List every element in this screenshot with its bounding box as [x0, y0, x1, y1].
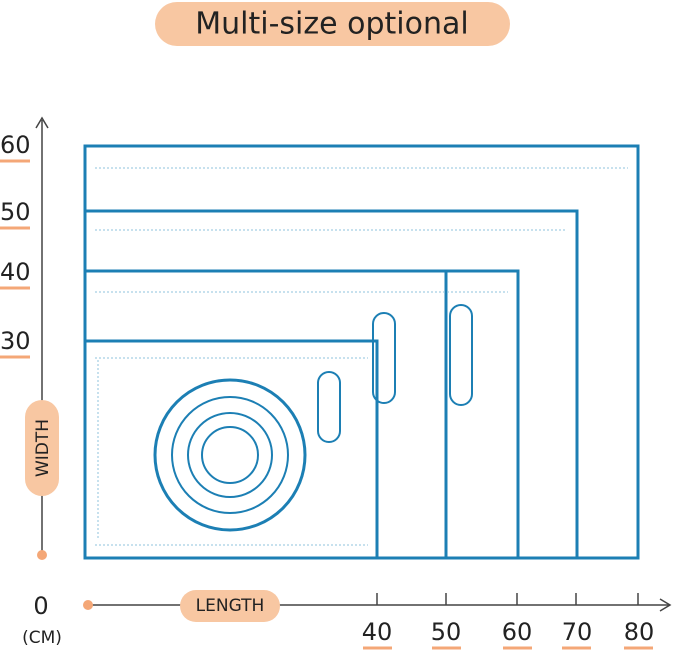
origin-label: 0 [33, 592, 48, 620]
axis-dot [37, 550, 47, 560]
length-pill [180, 590, 280, 622]
tick-label: 60 [0, 131, 31, 159]
tick-label: 50 [431, 618, 462, 646]
title: Multi-size optional [195, 7, 468, 42]
title-pill [155, 2, 510, 46]
width-label: WIDTH [33, 419, 53, 477]
tick-label: 30 [0, 327, 31, 355]
length-ticks: 40 50 60 70 80 [362, 618, 655, 650]
tick-label: 40 [362, 618, 393, 646]
mat-rulers [95, 167, 628, 546]
tick-label: 80 [624, 618, 655, 646]
width-pill [25, 400, 59, 496]
unit-label: (CM) [22, 628, 62, 648]
tick-label: 70 [562, 618, 593, 646]
length-label: LENGTH [196, 596, 265, 616]
width-ticks: 60 50 40 30 [0, 131, 31, 359]
axis-dot [83, 600, 93, 610]
tick-label: 60 [502, 618, 533, 646]
tick-label: 50 [0, 198, 31, 226]
mats [83, 144, 640, 560]
mat-circles [153, 304, 473, 532]
tick-label: 40 [0, 258, 31, 286]
mat-40 [83, 339, 379, 560]
